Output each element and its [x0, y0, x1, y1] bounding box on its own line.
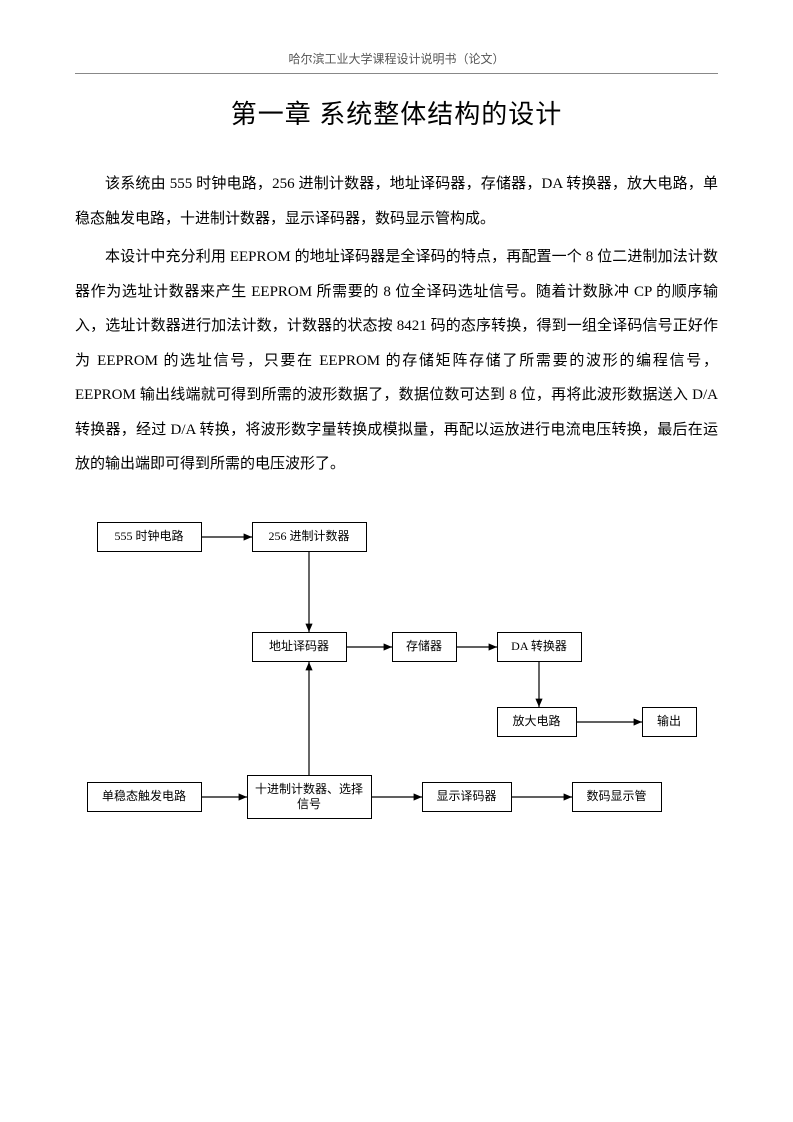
node-clk555: 555 时钟电路 [97, 522, 202, 552]
page-header: 哈尔滨工业大学课程设计说明书（论文） [75, 50, 718, 67]
node-cnt256: 256 进制计数器 [252, 522, 367, 552]
node-amp: 放大电路 [497, 707, 577, 737]
node-mono: 单稳态触发电路 [87, 782, 202, 812]
node-segdisp: 数码显示管 [572, 782, 662, 812]
node-addrdec: 地址译码器 [252, 632, 347, 662]
node-mem: 存储器 [392, 632, 457, 662]
node-daconv: DA 转换器 [497, 632, 582, 662]
node-dispdec: 显示译码器 [422, 782, 512, 812]
header-rule [75, 73, 718, 74]
chapter-title: 第一章 系统整体结构的设计 [75, 94, 718, 131]
node-deccnt: 十进制计数器、选择信号 [247, 775, 372, 819]
system-flowchart: 555 时钟电路 256 进制计数器地址译码器 存储器 DA 转换器放大电路 输出单稳态… [77, 512, 717, 852]
paragraph-1: 该系统由 555 时钟电路，256 进制计数器，地址译码器，存储器，DA 转换器… [75, 167, 718, 236]
node-out: 输出 [642, 707, 697, 737]
paragraph-2: 本设计中充分利用 EEPROM 的地址译码器是全译码的特点，再配置一个 8 位二… [75, 240, 718, 482]
